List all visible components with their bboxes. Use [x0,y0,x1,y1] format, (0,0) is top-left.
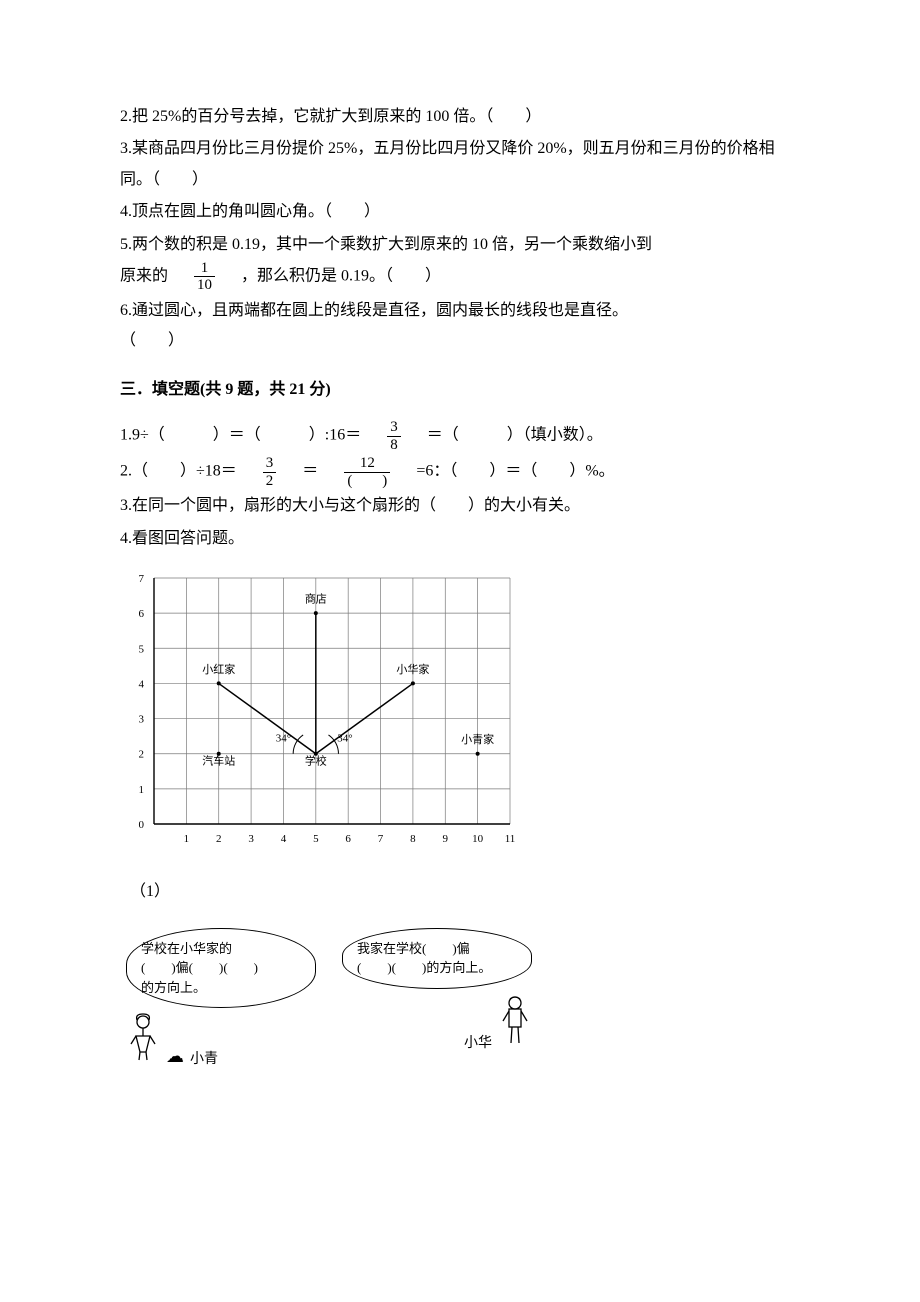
sec2-q4: 4.顶点在圆上的角叫圆心角。（ ） [120,197,800,227]
svg-text:3: 3 [139,713,145,725]
name-right: 小华 [464,1031,492,1058]
post: ，那么积仍是 0.19。（ ） [225,268,441,285]
mid: ＝ [286,463,334,480]
grid-figure: 1 2 3 4 5 6 7 8 9 10 11 0 1 2 3 4 5 6 7 商店小红家 小华家小青家汽车站 学校 34°… [120,568,800,859]
denominator: 10 [194,277,215,294]
part-b: ＝（ ）（填小数）。 [411,427,603,444]
sec2-q5: 5.两个数的积是 0.19，其中一个乘数扩大到原来的 10 倍，另一个乘数缩小到… [120,230,800,294]
denominator: ( ) [344,473,390,490]
grid-svg: 1 2 3 4 5 6 7 8 9 10 11 0 1 2 3 4 5 6 7 商店小红家 小华家小青家汽车站 学校 34°… [120,568,520,848]
part-a: 1.9÷（ ）＝（ ）:16＝ [120,427,377,444]
sub-1: （1） [130,877,800,907]
fraction-12-blank: 12 ( ) [344,455,390,489]
svg-text:34°: 34° [276,732,291,744]
svg-text:0: 0 [139,819,145,831]
sec2-q3: 3.某商品四月份比三月份提价 25%，五月份比四月份又降价 20%，则五月份和三… [120,134,800,195]
text: 3.某商品四月份比三月份提价 25%，五月份比四月份又降价 20%，则五月份和三… [120,140,775,187]
svg-text:5: 5 [313,833,319,845]
person-row-right: 小华 [342,993,532,1058]
speech-row: 学校在小华家的 ( )偏( )( ) 的方向上。 ☁ [126,928,800,1074]
boy-icon [498,993,532,1058]
sec2-q6: 6.通过圆心，且两端都在圆上的线段是直径，圆内最长的线段也是直径。 （ ） [120,296,800,357]
text: 2.把 25%的百分号去掉，它就扩大到原来的 100 倍。（ ） [120,108,541,125]
svg-text:4: 4 [281,833,287,845]
cloud-icon: ☁ [166,1039,184,1073]
speech-left: 学校在小华家的 ( )偏( )( ) 的方向上。 ☁ [126,928,316,1074]
text-line1: 5.两个数的积是 0.19，其中一个乘数扩大到原来的 10 倍，另一个乘数缩小到 [120,230,800,260]
svg-text:6: 6 [345,833,351,845]
bubble-right: 我家在学校( )偏 ( )( )的方向上。 [342,928,532,989]
svg-text:小红家: 小红家 [202,662,235,676]
line1: 我家在学校( )偏 [357,939,517,959]
line2: ( )偏( )( ) [141,958,301,978]
denominator: 2 [263,473,277,490]
fraction-3-2: 3 2 [263,455,277,489]
line2: ( )( )的方向上。 [357,958,517,978]
text: 3.在同一个圆中，扇形的大小与这个扇形的（ ）的大小有关。 [120,497,580,514]
line1: 学校在小华家的 [141,939,301,959]
text-line2: 原来的 1 10 ，那么积仍是 0.19。（ ） [120,260,800,294]
numerator: 12 [344,455,390,473]
pre: 原来的 [120,268,184,285]
svg-text:9: 9 [443,833,449,845]
svg-text:2: 2 [216,833,222,845]
svg-text:学校: 学校 [305,753,327,767]
fraction-1-10: 1 10 [194,260,215,294]
svg-text:3: 3 [248,833,254,845]
svg-text:小华家: 小华家 [396,662,429,676]
svg-text:7: 7 [378,833,384,845]
svg-text:6: 6 [139,608,145,620]
section3-title: 三．填空题(共 9 题，共 21 分) [120,375,800,405]
fraction-3-8: 3 8 [387,419,401,453]
part-a: 2.（ ）÷18＝ [120,463,253,480]
text-line2: （ ） [120,326,800,356]
svg-text:10: 10 [472,833,484,845]
person-row-left: ☁ 小青 [126,1012,316,1073]
name-left: 小青 [190,1047,218,1074]
text: 4.看图回答问题。 [120,530,244,547]
text-line1: 6.通过圆心，且两端都在圆上的线段是直径，圆内最长的线段也是直径。 [120,296,800,326]
sec3-q3: 3.在同一个圆中，扇形的大小与这个扇形的（ ）的大小有关。 [120,491,800,521]
svg-text:1: 1 [184,833,190,845]
sec3-q2: 2.（ ）÷18＝ 3 2 ＝ 12 ( ) =6：（ ）＝（ ）%。 [120,455,800,489]
speech-right: 我家在学校( )偏 ( )( )的方向上。 小华 [342,928,532,1058]
sec3-q1: 1.9÷（ ）＝（ ）:16＝ 3 8 ＝（ ）（填小数）。 [120,419,800,453]
svg-text:汽车站: 汽车站 [202,753,235,767]
denominator: 8 [387,437,401,454]
svg-text:7: 7 [139,573,145,585]
girl-icon [126,1012,160,1073]
text: 4.顶点在圆上的角叫圆心角。（ ） [120,203,380,220]
svg-text:5: 5 [139,643,145,655]
numerator: 1 [194,260,215,278]
bubble-left: 学校在小华家的 ( )偏( )( ) 的方向上。 [126,928,316,1009]
svg-text:11: 11 [505,833,516,845]
sec3-q4: 4.看图回答问题。 [120,524,800,554]
svg-text:1: 1 [139,784,145,796]
svg-text:8: 8 [410,833,416,845]
part-b: =6：（ ）＝（ ）%。 [400,463,614,480]
sec2-q2: 2.把 25%的百分号去掉，它就扩大到原来的 100 倍。（ ） [120,102,800,132]
numerator: 3 [263,455,277,473]
numerator: 3 [387,419,401,437]
line3: 的方向上。 [141,978,301,998]
svg-text:商店: 商店 [305,592,327,606]
svg-text:34°: 34° [337,732,352,744]
svg-text:2: 2 [139,749,145,761]
svg-text:小青家: 小青家 [461,732,494,746]
svg-text:4: 4 [139,678,145,690]
